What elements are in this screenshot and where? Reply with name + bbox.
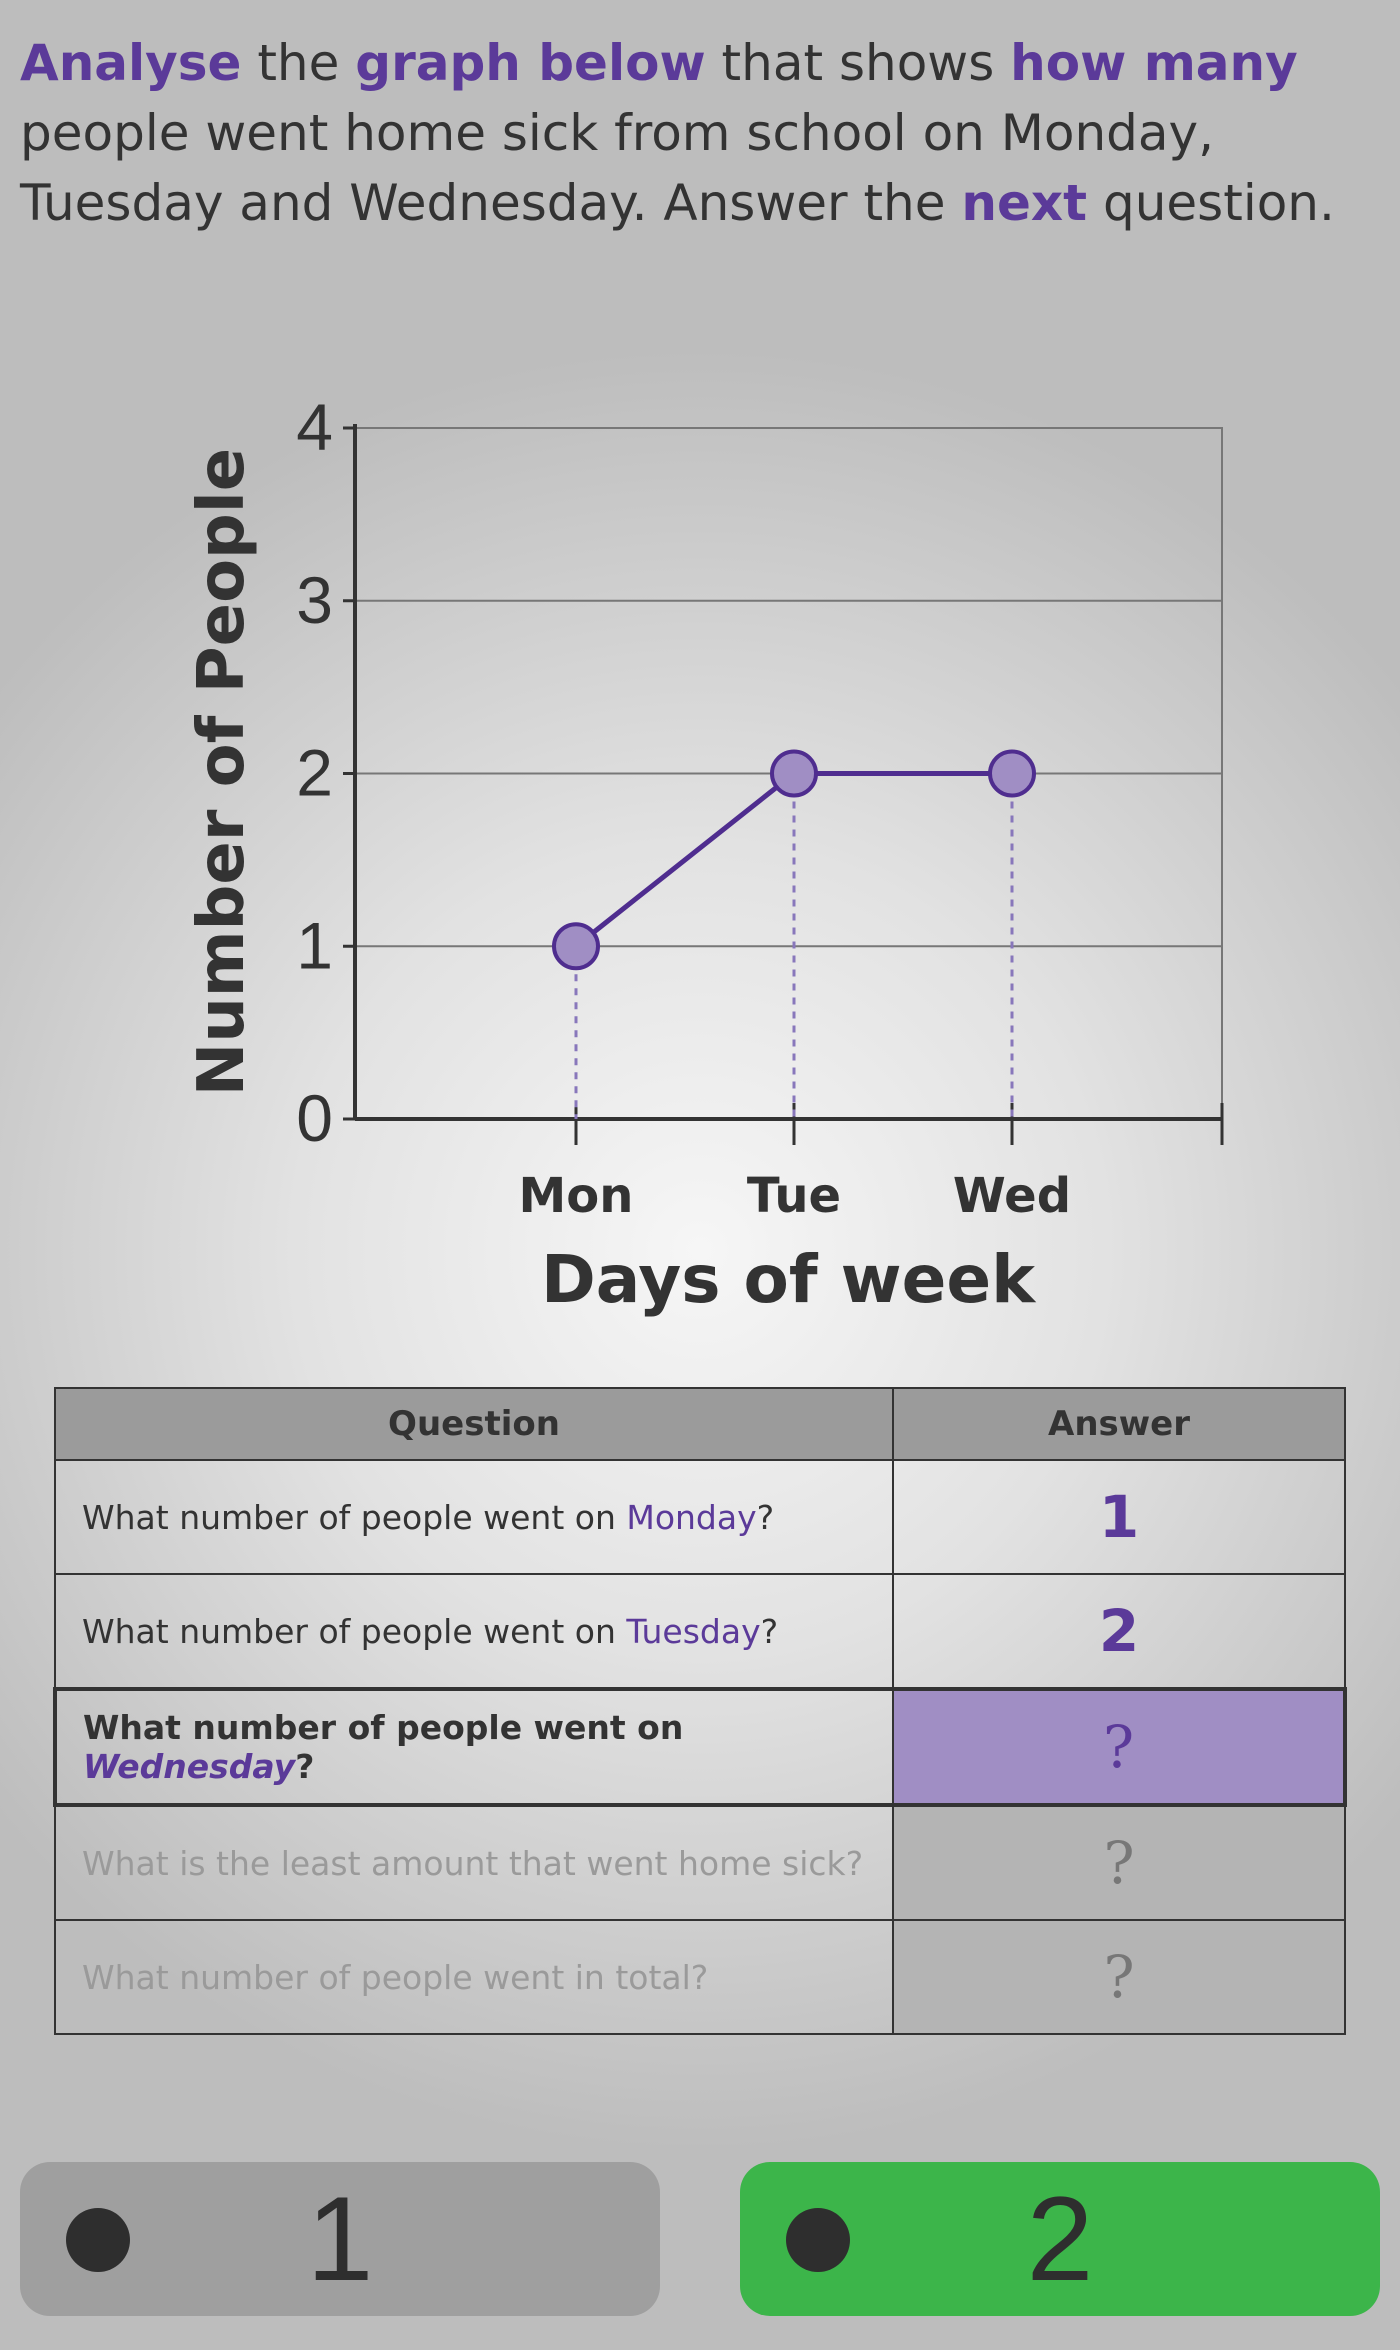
question-suffix: ? bbox=[760, 1611, 779, 1651]
question-cell: What number of people went in total? bbox=[54, 1919, 894, 2035]
choice-label: 2 bbox=[1026, 2172, 1094, 2306]
question-day: Monday bbox=[626, 1497, 757, 1537]
x-tick-label: Wed bbox=[953, 1168, 1071, 1224]
instruction-highlight: next bbox=[961, 174, 1088, 232]
instruction-segment: the bbox=[241, 34, 356, 92]
question-cell: What is the least amount that went home … bbox=[54, 1804, 894, 1921]
y-tick-label: 4 bbox=[296, 390, 333, 464]
data-point bbox=[552, 922, 600, 971]
y-tick-label: 3 bbox=[296, 563, 333, 637]
question-text: What number of people went in total? bbox=[82, 1957, 709, 1997]
table-header-row: Question Answer bbox=[54, 1387, 1346, 1461]
instruction-text: Analyse the graph below that shows how m… bbox=[20, 28, 1380, 238]
instruction-highlight: how many bbox=[1010, 34, 1298, 92]
table-row: What is the least amount that went home … bbox=[54, 1804, 1346, 1921]
line-chart: 0 1 2 3 4 Mon Tue Wed Days of week Number of Peop… bbox=[185, 390, 1224, 1318]
answer-cell-unknown: ? bbox=[892, 1919, 1346, 2035]
data-point bbox=[988, 749, 1036, 798]
choice-label: 1 bbox=[306, 2172, 374, 2306]
question-text: What number of people went on bbox=[83, 1708, 684, 1747]
table-row-active: What number of people went on Wednesday?… bbox=[53, 1687, 1347, 1807]
question-text: What number of people went on bbox=[82, 1611, 627, 1651]
answer-cell: 2 bbox=[892, 1573, 1346, 1690]
instruction-highlight: Analyse bbox=[20, 34, 242, 92]
radio-dot-icon bbox=[66, 2208, 130, 2272]
question-cell: What number of people went on Tuesday? bbox=[54, 1573, 894, 1690]
question-header: Question bbox=[54, 1387, 894, 1461]
x-axis-title: Days of week bbox=[541, 1241, 1037, 1318]
radio-dot-icon bbox=[786, 2208, 850, 2272]
question-suffix: ? bbox=[756, 1497, 775, 1537]
x-tick-label: Tue bbox=[747, 1168, 841, 1224]
instruction-highlight: graph below bbox=[355, 34, 706, 92]
answer-cell-unknown: ? bbox=[892, 1804, 1346, 1921]
answer-cell-unknown: ? bbox=[892, 1687, 1347, 1807]
question-suffix: ? bbox=[295, 1747, 315, 1786]
y-tick-label: 1 bbox=[296, 908, 333, 982]
y-tick-label: 2 bbox=[296, 736, 333, 810]
x-tick-label: Mon bbox=[519, 1168, 634, 1224]
table-row: What number of people went on Monday? 1 bbox=[54, 1459, 1346, 1575]
question-cell: What number of people went on Monday? bbox=[54, 1459, 894, 1575]
y-tick-label: 0 bbox=[296, 1081, 333, 1155]
answer-choice-1-button[interactable]: 1 bbox=[20, 2162, 660, 2316]
question-day: Wednesday bbox=[83, 1747, 296, 1786]
answer-header: Answer bbox=[892, 1387, 1346, 1461]
data-point bbox=[770, 749, 818, 798]
question-cell: What number of people went on Wednesday? bbox=[53, 1687, 894, 1807]
question-day: Tuesday bbox=[626, 1611, 761, 1651]
question-text: What is the least amount that went home … bbox=[82, 1843, 864, 1883]
instruction-segment: question. bbox=[1087, 174, 1335, 232]
answer-choice-2-button[interactable]: 2 bbox=[740, 2162, 1380, 2316]
instruction-segment: people went home sick from school on Mon… bbox=[20, 104, 1215, 232]
y-axis-title: Number of People bbox=[185, 448, 259, 1096]
table-row: What number of people went in total? ? bbox=[54, 1919, 1346, 2035]
answer-cell: 1 bbox=[892, 1459, 1346, 1575]
question-table: Question Answer What number of people we… bbox=[53, 1387, 1347, 2035]
table-row: What number of people went on Tuesday? 2 bbox=[54, 1573, 1346, 1690]
instruction-segment: that shows bbox=[705, 34, 1011, 92]
question-text: What number of people went on bbox=[82, 1497, 627, 1537]
